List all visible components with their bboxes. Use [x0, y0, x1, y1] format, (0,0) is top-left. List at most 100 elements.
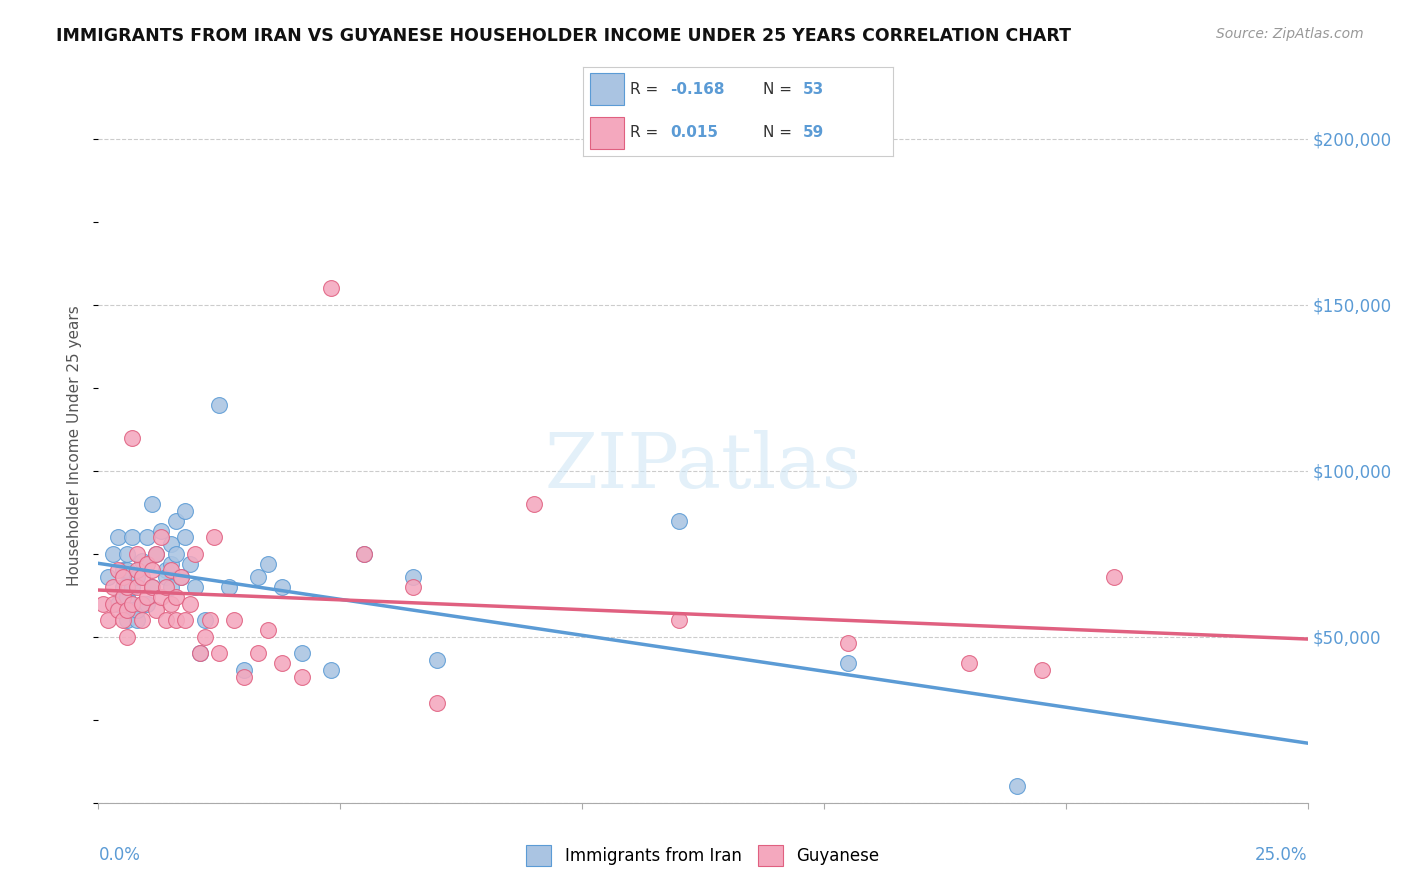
Point [179, 597, 201, 611]
Point [117, 547, 139, 561]
Text: -0.168: -0.168 [671, 82, 724, 96]
Point [222, 613, 245, 627]
Point [97, 570, 120, 584]
Point [160, 564, 183, 578]
Point [117, 580, 139, 594]
Point [145, 547, 167, 561]
Point [127, 547, 149, 561]
Point [194, 630, 217, 644]
Point [131, 613, 153, 627]
Point [160, 557, 183, 571]
Point [127, 603, 149, 617]
Point [91, 597, 114, 611]
Point [135, 597, 157, 611]
Point [135, 530, 157, 544]
Text: 25.0%: 25.0% [1256, 846, 1308, 863]
Point [135, 557, 157, 571]
Point [837, 636, 859, 650]
Point [353, 547, 375, 561]
Point [121, 580, 143, 594]
Point [141, 497, 163, 511]
Point [121, 530, 143, 544]
Point [247, 570, 270, 584]
Point [218, 580, 240, 594]
Point [111, 590, 134, 604]
Point [111, 580, 134, 594]
Point [188, 647, 211, 661]
Point [1031, 663, 1053, 677]
Point [256, 624, 278, 638]
Point [155, 580, 177, 594]
Point [155, 564, 177, 578]
Point [165, 514, 187, 528]
Text: N =: N = [763, 125, 797, 139]
Point [271, 657, 294, 671]
Point [141, 564, 163, 578]
Point [174, 504, 197, 518]
Text: 0.0%: 0.0% [98, 846, 141, 863]
Point [117, 613, 139, 627]
Point [402, 570, 425, 584]
Point [107, 603, 129, 617]
Text: 59: 59 [803, 125, 824, 139]
Point [290, 647, 312, 661]
Point [271, 580, 294, 594]
Point [111, 570, 134, 584]
Point [150, 524, 173, 538]
Point [111, 613, 134, 627]
Point [155, 613, 177, 627]
Point [121, 431, 143, 445]
Point [319, 281, 342, 295]
Point [1102, 570, 1125, 584]
Point [117, 603, 139, 617]
Point [131, 553, 153, 567]
Point [141, 580, 163, 594]
Point [169, 570, 191, 584]
Point [107, 530, 129, 544]
Point [523, 497, 546, 511]
Point [145, 603, 167, 617]
Point [150, 590, 173, 604]
Text: R =: R = [630, 82, 664, 96]
Point [188, 647, 211, 661]
Point [107, 597, 129, 611]
Point [232, 663, 254, 677]
Point [117, 564, 139, 578]
Text: N =: N = [763, 82, 797, 96]
Point [208, 397, 231, 411]
Point [111, 564, 134, 578]
Point [184, 547, 207, 561]
Text: 53: 53 [803, 82, 824, 96]
Point [101, 580, 124, 594]
Point [232, 670, 254, 684]
Point [155, 570, 177, 584]
Legend: Immigrants from Iran, Guyanese: Immigrants from Iran, Guyanese [526, 846, 880, 866]
Text: R =: R = [630, 125, 664, 139]
Point [145, 547, 167, 561]
Point [127, 580, 149, 594]
Point [165, 590, 187, 604]
Bar [589, 117, 624, 149]
Point [101, 597, 124, 611]
Point [319, 663, 342, 677]
Point [256, 557, 278, 571]
Point [426, 653, 449, 667]
Point [160, 537, 183, 551]
Point [184, 580, 207, 594]
Point [1007, 779, 1029, 793]
Point [165, 613, 187, 627]
Point [131, 597, 153, 611]
Point [353, 547, 375, 561]
Point [837, 657, 859, 671]
Text: 0.015: 0.015 [671, 125, 718, 139]
Y-axis label: Householder Income Under 25 years: Householder Income Under 25 years [67, 306, 83, 586]
Point [957, 657, 980, 671]
Point [127, 564, 149, 578]
Point [135, 590, 157, 604]
Point [169, 570, 191, 584]
Point [127, 613, 149, 627]
Point [117, 630, 139, 644]
Point [668, 514, 690, 528]
Point [160, 580, 183, 594]
Point [165, 547, 187, 561]
